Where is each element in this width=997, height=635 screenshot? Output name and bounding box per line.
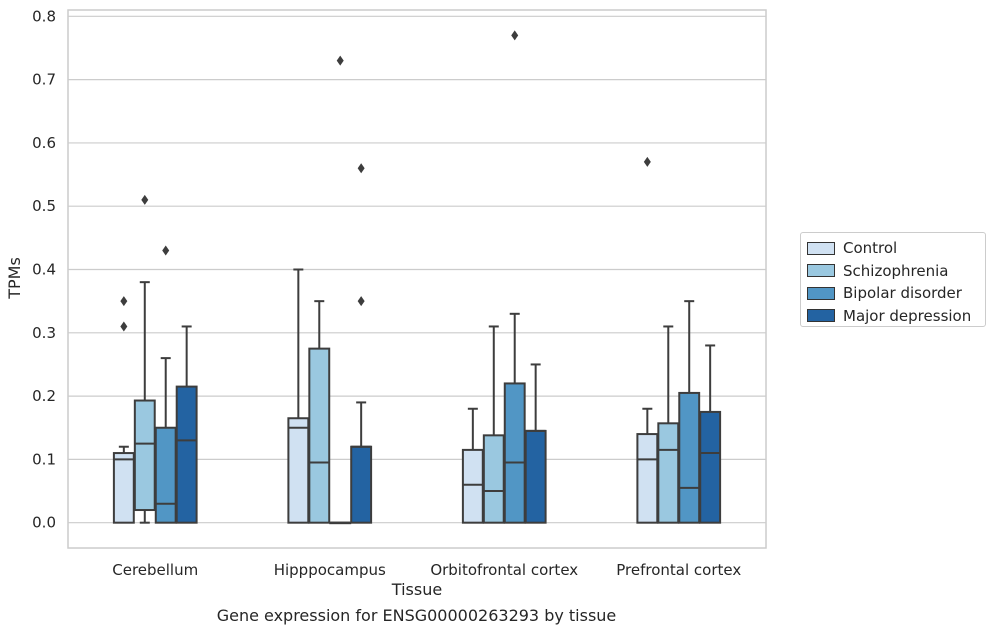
chart-caption: Gene expression for ENSG00000263293 by t… bbox=[216, 606, 617, 625]
legend-label: Major depression bbox=[843, 306, 972, 325]
y-tick-label: 0.3 bbox=[32, 324, 56, 342]
box-bipolar-disorder bbox=[154, 245, 177, 524]
box-iqr bbox=[636, 433, 659, 524]
box-iqr bbox=[482, 434, 505, 524]
x-tick-label: Orbitofrontal cortex bbox=[430, 561, 578, 579]
legend-label: Schizophrenia bbox=[843, 261, 949, 280]
outlier-point bbox=[336, 55, 344, 66]
y-tick-label: 0.2 bbox=[32, 387, 56, 405]
y-tick-labels: 0.0 0.1 0.2 0.3 0.4 0.5 0.6 0.7 0.8 bbox=[32, 7, 56, 531]
outlier-point bbox=[643, 156, 651, 167]
outlier-point bbox=[162, 245, 170, 256]
box-bipolar-disorder bbox=[329, 55, 352, 525]
y-axis-label: TPMs bbox=[5, 257, 24, 300]
box-major-depression bbox=[175, 325, 198, 524]
box-iqr bbox=[524, 429, 547, 524]
outlier-point bbox=[357, 296, 365, 307]
box-iqr bbox=[657, 422, 680, 524]
outlier-point bbox=[120, 296, 128, 307]
legend-item: Major depression bbox=[807, 305, 985, 328]
outlier-point bbox=[357, 163, 365, 174]
plot-boxes bbox=[112, 30, 722, 525]
legend-label: Control bbox=[843, 239, 898, 258]
box-iqr bbox=[175, 385, 198, 524]
plot-frame bbox=[67, 9, 767, 549]
legend-item: Bipolar disorder bbox=[807, 282, 985, 305]
legend-item: Control bbox=[807, 237, 985, 260]
legend-swatch bbox=[807, 264, 835, 278]
y-tick-label: 0.7 bbox=[32, 71, 56, 89]
y-tick-label: 0.1 bbox=[32, 450, 56, 468]
legend-label: Bipolar disorder bbox=[843, 284, 962, 303]
y-tick-label: 0.8 bbox=[32, 7, 56, 25]
box-iqr bbox=[154, 426, 177, 524]
box-bipolar-disorder bbox=[503, 30, 526, 524]
box-iqr bbox=[287, 417, 310, 524]
legend-swatch bbox=[807, 241, 835, 255]
box-iqr bbox=[112, 452, 135, 524]
box-schizophrenia bbox=[133, 194, 156, 524]
box-major-depression bbox=[699, 344, 722, 524]
y-tick-label: 0.5 bbox=[32, 197, 56, 215]
box-schizophrenia bbox=[482, 325, 505, 524]
legend-swatch bbox=[807, 286, 835, 300]
outlier-point bbox=[120, 321, 128, 332]
box-control bbox=[636, 156, 659, 524]
outlier-point bbox=[511, 30, 519, 41]
box-control bbox=[461, 407, 484, 524]
legend-swatch bbox=[807, 309, 835, 323]
y-tick-label: 0.0 bbox=[32, 514, 56, 532]
box-iqr bbox=[308, 347, 331, 524]
x-axis-label: Tissue bbox=[391, 580, 442, 599]
x-tick-labels: Cerebellum Hipppocampus Orbitofrontal cort… bbox=[112, 561, 741, 579]
box-bipolar-disorder bbox=[678, 300, 701, 524]
y-tick-label: 0.4 bbox=[32, 261, 56, 279]
legend-item: Schizophrenia bbox=[807, 260, 985, 283]
y-tick-label: 0.6 bbox=[32, 134, 56, 152]
box-schizophrenia bbox=[308, 300, 331, 524]
box-iqr bbox=[678, 391, 701, 524]
outlier-point bbox=[141, 194, 149, 205]
box-control bbox=[112, 296, 135, 524]
x-tick-label: Prefrontal cortex bbox=[616, 561, 741, 579]
box-iqr bbox=[503, 382, 526, 524]
box-iqr bbox=[133, 399, 156, 512]
x-tick-label: Cerebellum bbox=[112, 561, 198, 579]
box-iqr bbox=[350, 445, 373, 524]
box-major-depression bbox=[524, 363, 547, 524]
box-schizophrenia bbox=[657, 325, 680, 524]
x-tick-label: Hipppocampus bbox=[274, 561, 386, 579]
legend: Control Schizophrenia Bipolar disorder Majo… bbox=[800, 232, 986, 327]
box-control bbox=[287, 268, 310, 524]
box-iqr bbox=[699, 410, 722, 524]
box-iqr bbox=[461, 448, 484, 524]
box-major-depression bbox=[350, 163, 373, 524]
